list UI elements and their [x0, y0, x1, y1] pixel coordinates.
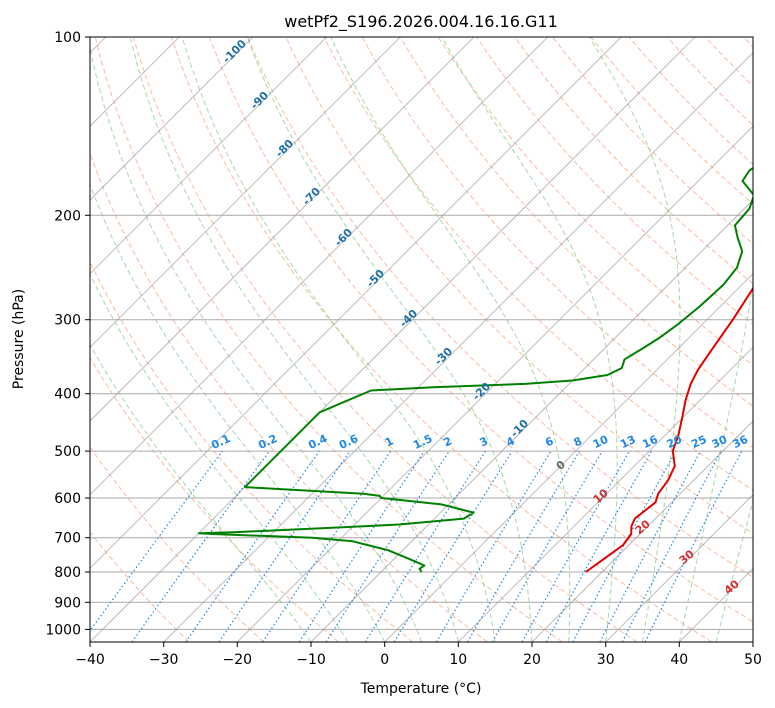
mixing-ratio-label: 25 [689, 433, 708, 451]
x-tick-label: −40 [75, 652, 105, 668]
isotherm-line [310, 199, 753, 642]
isotherm-line [90, 37, 696, 642]
mixing-ratio-line [218, 450, 351, 642]
x-tick-label: −30 [149, 652, 179, 668]
dry-adiabat [90, 260, 414, 642]
mixing-ratio-label: 36 [731, 433, 751, 451]
mixing-ratio-line [393, 450, 513, 642]
mixing-ratio-line [325, 450, 450, 642]
sounding-profiles [197, 166, 753, 573]
mixing-ratio-line [298, 450, 425, 642]
dry-adiabat [90, 531, 190, 642]
dry-adiabats [90, 37, 753, 642]
mixing-ratio-label: 13 [618, 433, 637, 451]
x-tick-label: 40 [670, 652, 688, 668]
y-tick-label: 600 [54, 491, 81, 507]
plot-frame [89, 36, 754, 643]
dry-adiabat [90, 356, 339, 642]
y-tick-label: 800 [54, 565, 81, 581]
moist-adiabat [441, 37, 618, 642]
x-axis-label: Temperature (°C) [360, 681, 482, 697]
dry-adiabat [399, 37, 753, 407]
moist-adiabat [246, 37, 533, 642]
mixing-ratio-label: 30 [710, 433, 730, 451]
moist-adiabat [588, 37, 681, 642]
mixing-ratio-line [90, 450, 223, 632]
y-tick-label: 100 [54, 30, 81, 46]
x-tick-label: −20 [223, 652, 253, 668]
mixing-ratio-line [644, 450, 743, 642]
dry-adiabat [437, 37, 753, 366]
dry-adiabat [590, 37, 753, 205]
moist-adiabat [715, 499, 753, 642]
y-tick-label: 400 [54, 387, 81, 403]
temperature-profile-line [585, 286, 753, 573]
dry-adiabat [476, 37, 753, 325]
moist-adiabat [90, 46, 422, 642]
moist-adiabat [678, 280, 753, 642]
isotherm-line [458, 346, 753, 642]
isotherms [90, 37, 753, 642]
mixing-ratio-line [185, 450, 320, 642]
isotherm-line [90, 37, 327, 275]
x-tick-label: 0 [380, 652, 389, 668]
moist-adiabat [90, 272, 349, 642]
mixing-ratio-line [572, 450, 677, 642]
moist-adiabat [129, 37, 459, 642]
moist-adiabat [90, 182, 386, 642]
y-axis-label: Pressure (hPa) [11, 289, 27, 389]
isotherm-line [90, 37, 254, 201]
dry-adiabat [285, 37, 753, 535]
x-tick-label: 50 [744, 652, 762, 668]
x-axis-ticks: −40 −30 −20 −10 0 10 20 30 40 50 [75, 642, 762, 668]
dry-adiabat [171, 37, 712, 642]
y-tick-label: 700 [54, 531, 81, 547]
x-tick-label: 20 [523, 652, 541, 668]
isotherm-line [90, 37, 548, 496]
mixing-ratio-label: 10 [591, 433, 611, 451]
isotherm-line [531, 420, 753, 642]
dry-adiabat [94, 37, 563, 642]
mixing-ratio-label: 16 [640, 433, 660, 451]
mixing-ratio-label: 20 [665, 433, 685, 451]
y-tick-label: 1000 [45, 622, 81, 638]
mixing-ratio-line [545, 450, 653, 642]
chart-title: wetPf2_S196.2026.004.16.16.G11 [284, 12, 558, 32]
x-tick-label: 30 [597, 652, 615, 668]
isotherm-line [90, 37, 401, 348]
isotherm-line [237, 125, 753, 642]
isotherm-line [163, 52, 753, 642]
moist-adiabat [181, 37, 496, 642]
x-tick-label: 10 [449, 652, 467, 668]
mixing-ratio-line [131, 450, 270, 642]
plot-area: 0.1 0.2 0.4 0.6 1 1.5 2 3 4 6 8 10 13 16 20 25 30 36-100-… [90, 37, 753, 642]
dry-adiabat [323, 37, 753, 491]
y-axis-ticks: 100 200 300 400 500 600 700 800 900 1000 [45, 30, 90, 638]
y-tick-label: 300 [54, 313, 81, 329]
dry-adiabat [209, 37, 753, 623]
isotherm-line [384, 273, 753, 642]
y-tick-label: 200 [54, 208, 81, 224]
isotherm-line [90, 37, 622, 569]
isotherm-line [90, 37, 475, 422]
isotherm-line [605, 494, 753, 642]
y-tick-label: 900 [54, 595, 81, 611]
dry-adiabat [552, 37, 753, 245]
dry-adiabat [132, 37, 638, 642]
x-tick-label: −10 [296, 652, 326, 668]
dewpoint-profile-line [197, 166, 753, 573]
y-tick-label: 500 [54, 444, 81, 460]
mixing-ratio-line [521, 450, 631, 642]
moist-adiabat [330, 37, 571, 642]
